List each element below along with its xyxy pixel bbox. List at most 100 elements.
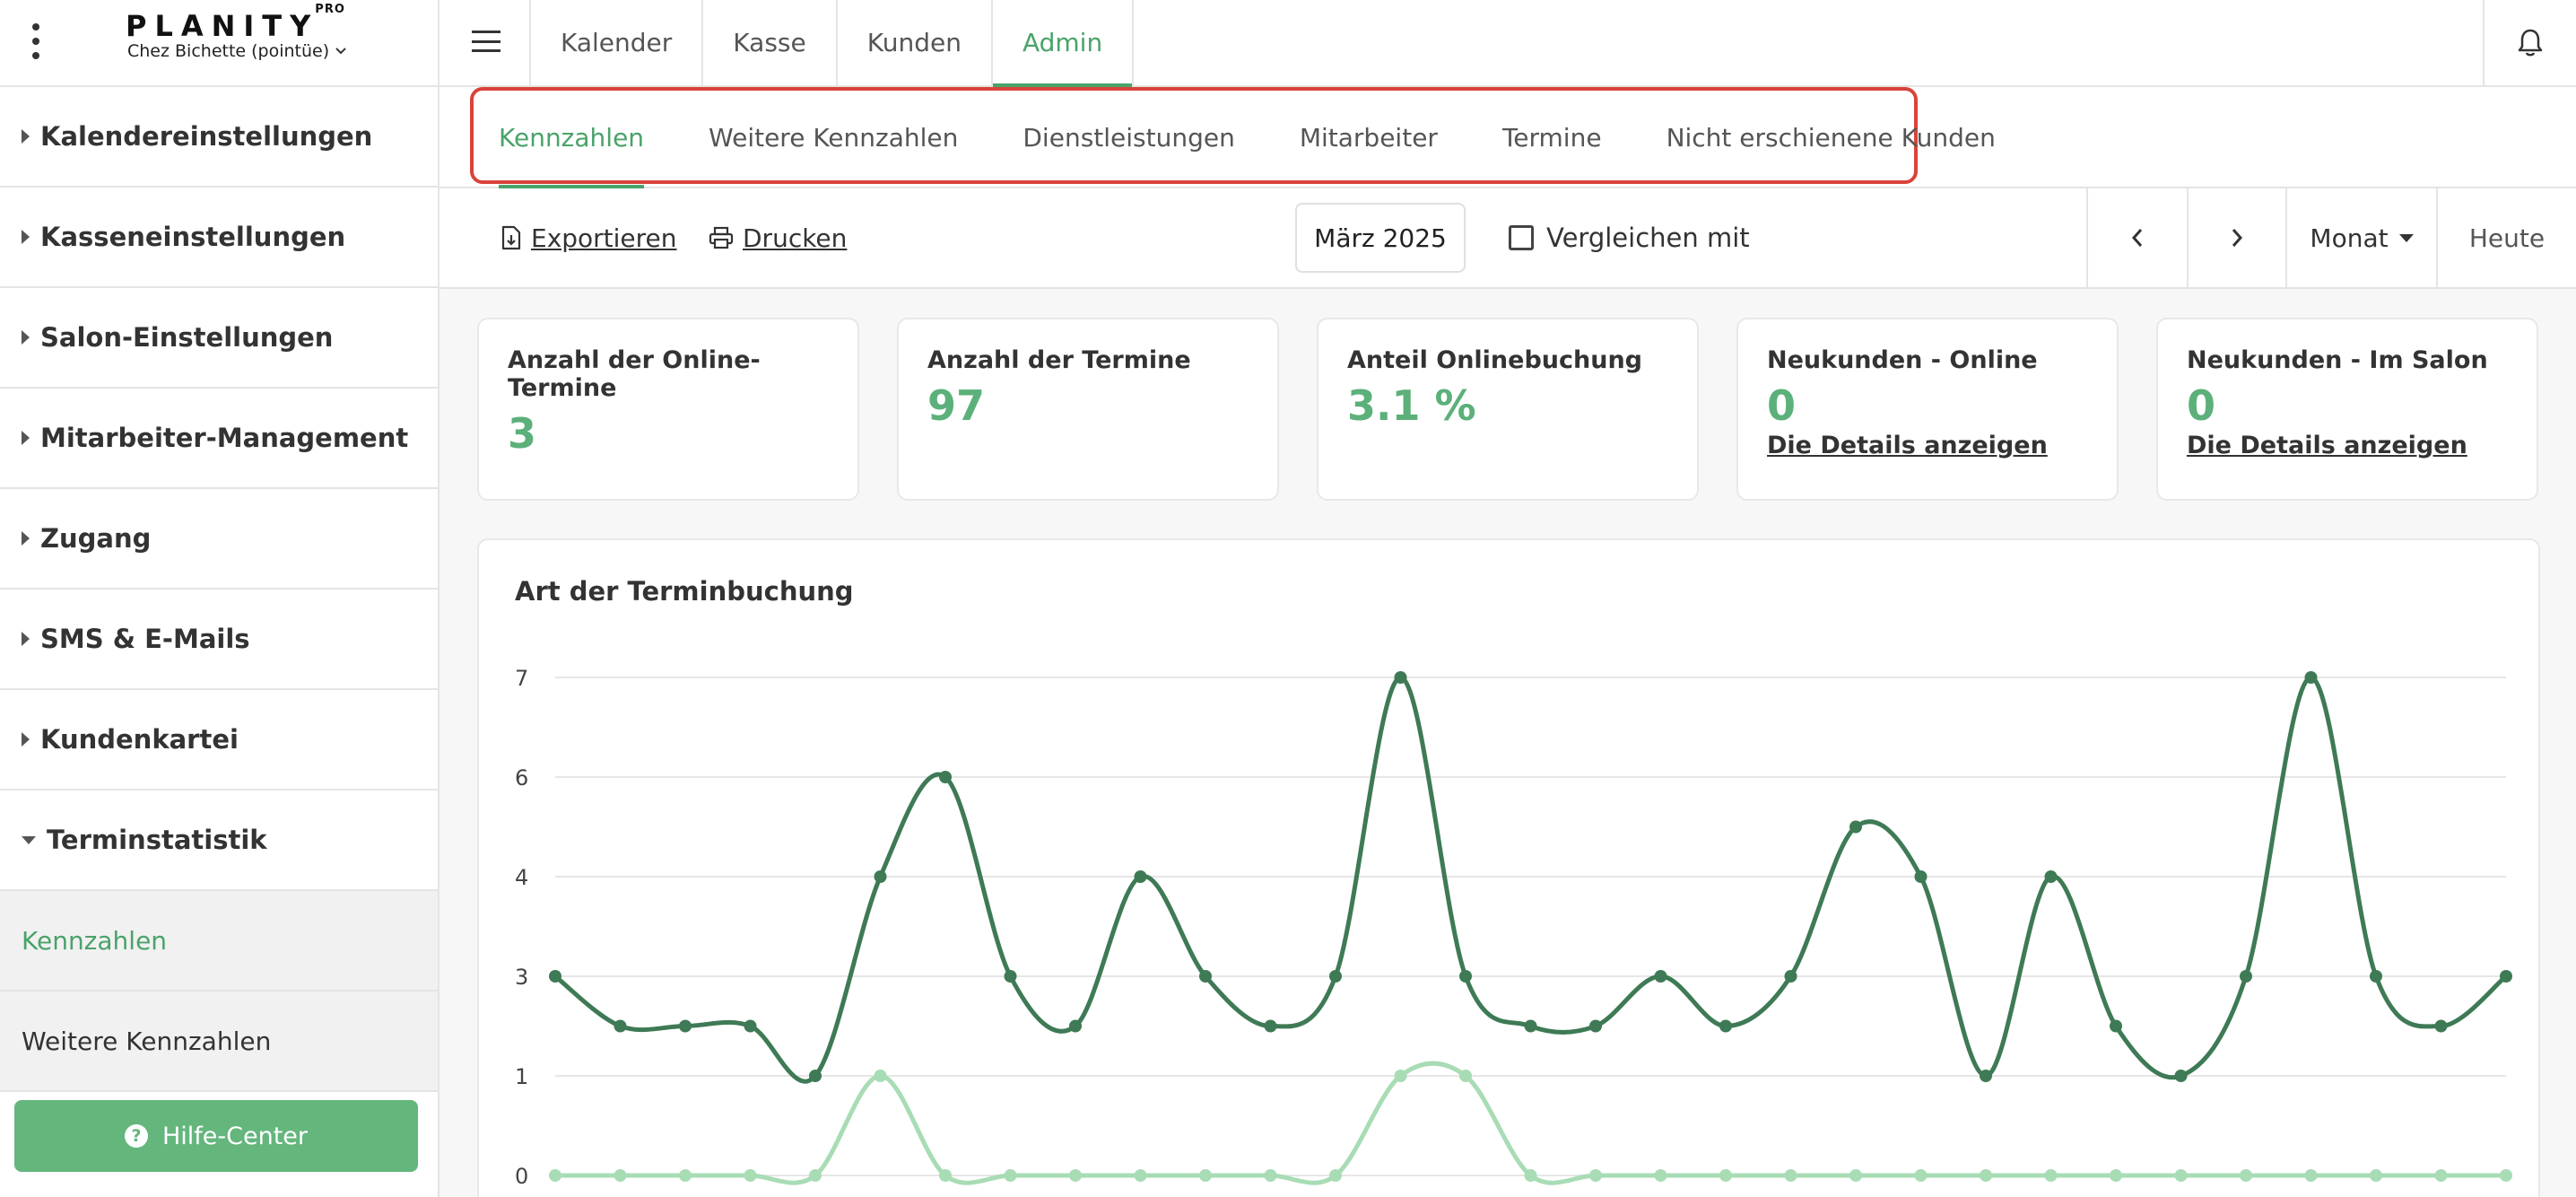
booking-type-chart-card: Art der Terminbuchung 0 1 3 4 6 7 — [477, 538, 2540, 1197]
kpi-label: Neukunden - Online — [1767, 346, 2038, 374]
file-export-icon — [501, 225, 521, 250]
caret-right-icon — [22, 129, 30, 144]
data-point — [744, 1019, 757, 1033]
export-button[interactable]: Exportieren — [500, 188, 677, 287]
subtab-termine[interactable]: Termine — [1501, 123, 1602, 153]
tab-kunden[interactable]: Kunden — [835, 0, 991, 85]
kpi-value: 3.1 % — [1347, 381, 1476, 430]
series-line-1 — [554, 1061, 2506, 1185]
data-point — [1589, 1169, 1602, 1182]
data-point — [939, 1169, 952, 1182]
data-point — [1459, 970, 1472, 983]
bell-icon — [2518, 29, 2543, 56]
statistics-subtabs: Kennzahlen Weitere Kennzahlen Dienstleis… — [439, 87, 2576, 188]
data-point — [874, 1070, 887, 1082]
compare-toggle[interactable]: Vergleichen mit — [1509, 188, 1750, 287]
y-tick-label: 6 — [515, 765, 528, 791]
kpi-label: Anzahl der Online-Termine — [508, 346, 761, 402]
caret-right-icon — [22, 732, 30, 747]
caret-right-icon — [22, 230, 30, 244]
data-point — [614, 1019, 627, 1033]
caret-right-icon — [22, 632, 30, 646]
previous-period-button[interactable] — [2086, 188, 2187, 287]
data-point — [2240, 1169, 2252, 1182]
caret-right-icon — [22, 431, 30, 445]
data-point — [2370, 970, 2382, 983]
data-point — [809, 1169, 822, 1182]
data-point — [1004, 970, 1017, 983]
subtab-kennzahlen[interactable]: Kennzahlen — [499, 87, 645, 188]
data-point — [2240, 970, 2252, 983]
next-period-button[interactable] — [2187, 188, 2285, 287]
highlight-box — [470, 87, 1918, 184]
tab-admin[interactable]: Admin — [990, 0, 1135, 87]
sidebar-item-sms-emails[interactable]: SMS & E-Mails — [0, 590, 438, 690]
sidebar-item-kasseneinstellungen[interactable]: Kasseneinstellungen — [0, 188, 438, 288]
data-point — [2110, 1019, 2122, 1033]
menu-icon[interactable] — [472, 31, 500, 52]
subtab-mitarbeiter[interactable]: Mitarbeiter — [1299, 123, 1438, 153]
today-button[interactable]: Heute — [2436, 188, 2576, 287]
y-tick-label: 3 — [515, 965, 528, 990]
data-point — [1329, 970, 1342, 983]
print-button[interactable]: Drucken — [709, 188, 847, 287]
caret-down-icon — [2398, 233, 2414, 242]
data-point — [2304, 671, 2318, 684]
data-point — [1394, 1070, 1407, 1082]
data-point — [1589, 1019, 1602, 1033]
main-nav: Kalender Kasse Kunden Admin — [529, 0, 1135, 87]
chevron-down-icon — [335, 48, 346, 55]
sidebar-item-kundenkartei[interactable]: Kundenkartei — [0, 690, 438, 791]
kpi-card-neukunden-salon: Neukunden - Im Salon 0 Die Details anzei… — [2156, 318, 2538, 501]
y-tick-label: 7 — [515, 666, 528, 691]
tab-kalender[interactable]: Kalender — [529, 0, 701, 85]
data-point — [2304, 1169, 2318, 1182]
sidebar-item-zugang[interactable]: Zugang — [0, 489, 438, 590]
kpi-value: 0 — [1767, 381, 1797, 430]
details-link[interactable]: Die Details anzeigen — [1767, 432, 2048, 459]
booking-type-chart: 0 1 3 4 6 7 — [515, 666, 2512, 1189]
data-point — [2434, 1169, 2448, 1182]
data-point — [1719, 1169, 1732, 1182]
month-picker[interactable]: März 2025 — [1295, 203, 1466, 273]
more-options-icon[interactable] — [27, 23, 45, 59]
kpi-value: 97 — [927, 381, 986, 430]
caret-down-icon — [22, 835, 36, 844]
y-tick-label: 1 — [515, 1064, 528, 1089]
data-point — [1394, 671, 1407, 684]
sidebar-item-terminstatistik[interactable]: Terminstatistik — [0, 791, 438, 891]
subtab-weitere-kennzahlen[interactable]: Weitere Kennzahlen — [709, 123, 959, 153]
subtab-nicht-erschienene-kunden[interactable]: Nicht erschienene Kunden — [1666, 123, 1996, 153]
data-point — [939, 771, 952, 783]
period-select[interactable]: Monat — [2285, 188, 2436, 287]
sidebar-item-mitarbeiter-management[interactable]: Mitarbeiter-Management — [0, 389, 438, 489]
chart-title: Art der Terminbuchung — [515, 576, 854, 607]
data-point — [1004, 1169, 1017, 1182]
salon-selector[interactable]: Chez Bichette (pointüe) — [127, 41, 347, 61]
sidebar-subitem-kennzahlen[interactable]: Kennzahlen — [0, 891, 438, 992]
top-bar: Kalender Kasse Kunden Admin — [439, 0, 2576, 87]
y-tick-label: 0 — [515, 1164, 528, 1189]
data-point — [1264, 1169, 1277, 1182]
data-point — [2110, 1169, 2122, 1182]
caret-right-icon — [22, 330, 30, 345]
compare-checkbox[interactable] — [1509, 225, 1534, 250]
data-point — [1069, 1019, 1082, 1033]
data-point — [1264, 1019, 1277, 1033]
details-link[interactable]: Die Details anzeigen — [2187, 432, 2467, 459]
data-point — [2044, 870, 2058, 883]
notifications-button[interactable] — [2483, 0, 2576, 85]
salon-name: Chez Bichette (pointüe) — [127, 41, 330, 61]
data-point — [1134, 870, 1147, 883]
help-center-button[interactable]: ? Hilfe-Center — [14, 1100, 418, 1172]
subtab-dienstleistungen[interactable]: Dienstleistungen — [1023, 123, 1235, 153]
sidebar-subitem-weitere-kennzahlen[interactable]: Weitere Kennzahlen — [0, 992, 438, 1092]
data-point — [2174, 1070, 2188, 1082]
tab-kasse[interactable]: Kasse — [701, 0, 835, 85]
data-point — [1654, 1169, 1667, 1182]
sidebar-item-salon-einstellungen[interactable]: Salon-Einstellungen — [0, 288, 438, 389]
y-tick-label: 4 — [515, 865, 528, 890]
kpi-value: 0 — [2187, 381, 2216, 430]
data-point — [549, 970, 561, 983]
sidebar-item-kalendereinstellungen[interactable]: Kalendereinstellungen — [0, 87, 438, 188]
